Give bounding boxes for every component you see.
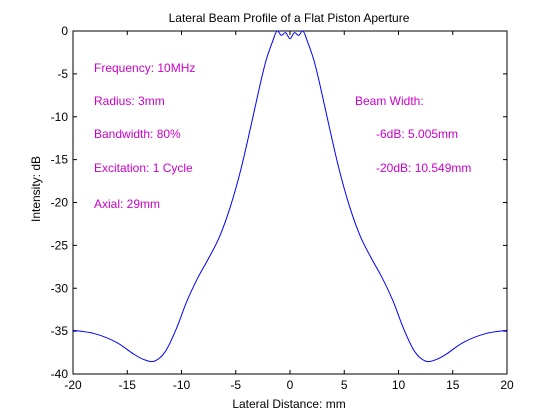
x-axis-ticks: -20 -15 -10 -5 0 5 10 15 20	[64, 31, 514, 392]
x-tick-label: -5	[230, 378, 241, 392]
annotation-excitation: Excitation: 1 Cycle	[94, 161, 193, 175]
y-tick-label: -30	[51, 281, 69, 295]
chart-title: Lateral Beam Profile of a Flat Piston Ap…	[169, 11, 410, 25]
beam-profile-line	[72, 30, 508, 363]
plot-area	[72, 30, 508, 375]
annotation-bandwidth: Bandwidth: 80%	[94, 127, 181, 141]
x-tick-label: 20	[500, 378, 514, 392]
x-axis-label: Lateral Distance: mm	[232, 397, 345, 411]
x-tick-label: -10	[173, 378, 191, 392]
x-tick-label: -20	[64, 378, 82, 392]
annotation-bw-20db: -20dB: 10.549mm	[376, 161, 471, 175]
annotation-axial: Axial: 29mm	[94, 197, 160, 211]
y-tick-label: -20	[51, 196, 69, 210]
x-tick-label: 10	[392, 378, 406, 392]
y-axis-label: Intensity: dB	[29, 156, 43, 222]
x-tick-label: 5	[341, 378, 348, 392]
x-tick-label: 15	[446, 378, 460, 392]
annotation-radius: Radius: 3mm	[94, 94, 165, 108]
x-tick-label: 0	[287, 378, 294, 392]
annotation-group: Frequency: 10MHz Radius: 3mm Bandwidth: …	[94, 61, 471, 211]
y-tick-label: -40	[51, 367, 69, 381]
x-tick-label: -15	[119, 378, 137, 392]
annotation-beam-width: Beam Width:	[355, 94, 424, 108]
y-tick-label: -35	[51, 324, 69, 338]
annotation-frequency: Frequency: 10MHz	[94, 61, 195, 75]
annotation-bw-6db: -6dB: 5.005mm	[376, 127, 458, 141]
y-tick-label: 0	[61, 24, 68, 38]
y-tick-label: -25	[51, 238, 69, 252]
y-tick-label: -5	[57, 67, 68, 81]
y-tick-label: -15	[51, 153, 69, 167]
y-axis-ticks: 0 -5 -10 -15 -20 -25 -30 -35 -40	[51, 24, 507, 381]
y-tick-label: -10	[51, 110, 69, 124]
